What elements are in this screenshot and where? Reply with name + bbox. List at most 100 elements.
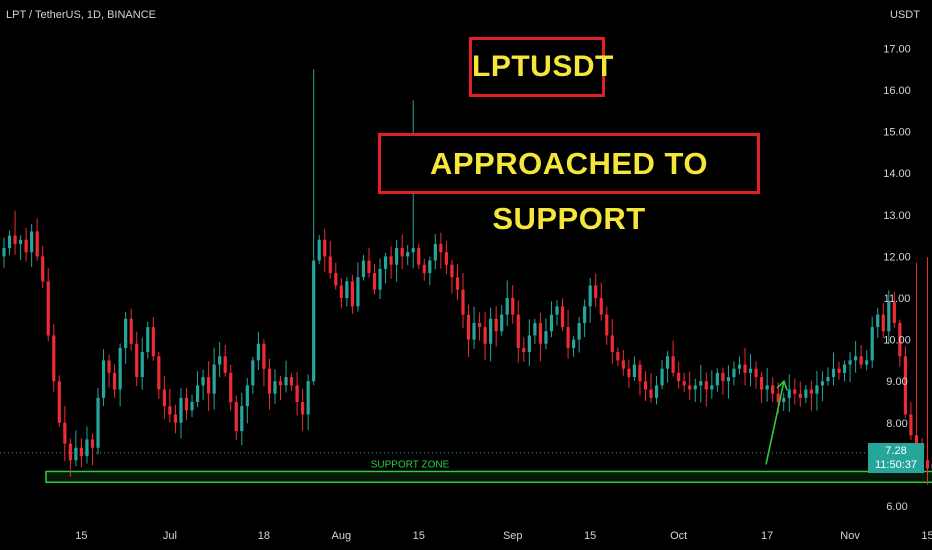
- candles-layer: [2, 69, 932, 485]
- candle-body: [549, 314, 554, 332]
- candle-body: [909, 414, 913, 436]
- candle-body: [334, 273, 338, 286]
- overlay-layer: [765, 379, 788, 465]
- candle-body: [892, 302, 896, 323]
- candle-body: [57, 381, 61, 423]
- price-unit-label: USDT: [890, 9, 920, 21]
- candle-body: [538, 322, 543, 344]
- y-tick-label: 14.00: [883, 168, 911, 180]
- x-tick-label: 15: [584, 530, 596, 542]
- y-tick-label: 10.00: [883, 335, 911, 347]
- candle-body: [771, 385, 775, 394]
- candle-body: [489, 318, 493, 344]
- target-arrow-shaft: [765, 381, 785, 465]
- candle-body: [212, 364, 216, 394]
- candle-body: [328, 256, 332, 274]
- candle-body: [113, 372, 117, 390]
- candle-body: [472, 322, 476, 340]
- candle-body: [107, 360, 111, 373]
- candle-body: [887, 302, 891, 332]
- candle-body: [289, 377, 294, 386]
- candle-body: [466, 314, 471, 340]
- candle-body: [378, 268, 382, 290]
- candle-body: [500, 314, 504, 332]
- candle-body: [483, 327, 487, 344]
- candle-body: [317, 239, 321, 261]
- candle-body: [599, 298, 603, 315]
- candle-body: [522, 347, 526, 353]
- candle-body: [865, 360, 869, 365]
- candle-body: [63, 422, 67, 444]
- candle-body: [41, 256, 45, 282]
- candle-body: [278, 381, 283, 386]
- candle-body: [262, 343, 266, 369]
- candle-body: [776, 393, 780, 402]
- candle-body: [621, 360, 625, 369]
- x-tick-label: 18: [258, 530, 270, 542]
- candle-body: [671, 356, 675, 373]
- candle-body: [638, 364, 642, 382]
- candle-body: [544, 331, 548, 344]
- candle-body: [245, 385, 249, 407]
- candle-body: [7, 235, 12, 249]
- candle-body: [428, 260, 432, 274]
- candle-body: [74, 447, 78, 461]
- candle-body: [809, 389, 813, 394]
- candle-body: [815, 385, 819, 394]
- candle-body: [616, 352, 620, 361]
- candle-body: [571, 339, 576, 348]
- candle-body: [726, 377, 731, 382]
- candle-body: [511, 298, 515, 315]
- x-tick-label: Oct: [670, 530, 687, 542]
- support-zone-box: [45, 470, 932, 484]
- x-tick-label: 15: [75, 530, 87, 542]
- candle-body: [688, 385, 692, 390]
- candle-body: [743, 364, 747, 373]
- candle-body: [24, 239, 28, 253]
- candle-body: [151, 327, 155, 357]
- candle-body: [140, 352, 144, 378]
- x-tick-label: Nov: [840, 530, 860, 542]
- candle-body: [782, 397, 786, 402]
- candle-body: [400, 248, 404, 257]
- candle-body: [699, 381, 703, 386]
- candle-body: [721, 372, 725, 382]
- candle-body: [234, 402, 238, 432]
- candle-body: [516, 314, 520, 348]
- candle-body: [273, 381, 277, 394]
- candle-body: [68, 443, 72, 461]
- candle-body: [854, 356, 858, 361]
- candle-body: [710, 385, 714, 390]
- candle-body: [754, 368, 758, 378]
- candle-body: [649, 389, 653, 398]
- x-tick-label: Aug: [332, 530, 352, 542]
- candle-body: [323, 239, 327, 257]
- candle-body: [765, 385, 769, 390]
- candle-body: [267, 368, 272, 394]
- candle-body: [129, 318, 133, 344]
- candle-body: [361, 260, 366, 278]
- y-tick-label: 12.00: [883, 251, 911, 263]
- candle-body: [798, 393, 802, 398]
- candle-body: [455, 277, 460, 290]
- candle-body: [820, 381, 825, 386]
- support-zone-label: SUPPORT ZONE: [371, 459, 450, 470]
- candle-body: [787, 389, 791, 398]
- candle-body: [223, 356, 227, 373]
- candle-body: [660, 368, 664, 386]
- candle-body: [870, 327, 874, 361]
- candle-body: [179, 397, 183, 423]
- candle-body: [793, 389, 797, 394]
- candle-body: [173, 414, 178, 423]
- candle-body: [256, 343, 260, 361]
- candle-body: [79, 447, 84, 457]
- symbol-info[interactable]: LPT / TetherUS, 1D, BINANCE: [6, 9, 156, 21]
- y-tick-label: 11.00: [884, 293, 911, 305]
- candle-body: [566, 327, 570, 348]
- candle-body: [643, 381, 648, 390]
- candle-body: [18, 239, 23, 244]
- support-zone-layer: SUPPORT ZONE: [0, 452, 932, 484]
- candle-body: [383, 256, 388, 269]
- candle-body: [301, 402, 305, 415]
